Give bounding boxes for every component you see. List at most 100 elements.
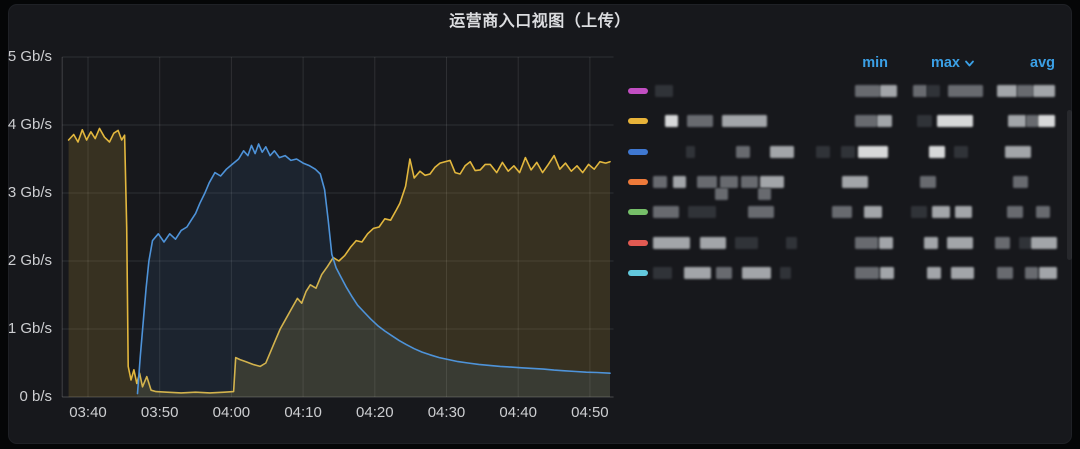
redacted-text [1038, 115, 1055, 128]
redacted-text [947, 236, 973, 249]
legend-scrollbar[interactable] [1067, 110, 1072, 260]
y-tick-label: 4 Gb/s [7, 116, 52, 133]
redacted-text [948, 85, 983, 97]
upload-blue-line [136, 143, 611, 395]
redacted-text [1025, 266, 1038, 279]
redacted-text [932, 206, 950, 219]
redacted-text [832, 206, 852, 219]
redacted-text [858, 145, 888, 158]
redacted-text [653, 175, 667, 188]
x-tick-label: 03:40 [69, 404, 107, 421]
redacted-text [1026, 115, 1038, 128]
redacted-text [877, 115, 892, 128]
redacted-text [864, 206, 882, 219]
redacted-text [736, 145, 750, 158]
x-tick-label: 03:50 [140, 404, 179, 421]
legend-header-max[interactable]: max [893, 54, 975, 72]
redacted-text [688, 206, 716, 219]
legend-header-max-label: max [930, 55, 960, 71]
y-tick-label: 1 Gb/s [7, 320, 52, 337]
x-tick-label: 04:30 [427, 404, 466, 421]
redacted-text [1031, 236, 1057, 249]
redacted-text [720, 175, 738, 188]
series-color-swatch[interactable] [628, 88, 648, 94]
legend-header-min-label: min [862, 55, 888, 71]
redacted-text [760, 175, 784, 188]
series-color-swatch[interactable] [628, 178, 648, 185]
sort-chevron-down-icon [965, 60, 974, 66]
redacted-text [1013, 175, 1028, 188]
plot-area[interactable] [58, 45, 618, 409]
redacted-text [955, 206, 972, 219]
y-tick-label: 0 b/s [19, 388, 52, 405]
upload-yellow-area [68, 128, 611, 397]
redacted-text [722, 115, 767, 128]
redacted-text [1017, 85, 1033, 97]
redacted-text [687, 115, 713, 128]
redacted-text [855, 85, 880, 97]
redacted-text [735, 236, 758, 249]
legend-header-avg[interactable]: avg [987, 54, 1055, 72]
redacted-text [716, 266, 732, 279]
redacted-text [951, 266, 974, 279]
redacted-text [855, 236, 878, 249]
redacted-text [841, 145, 855, 158]
redacted-text [997, 266, 1013, 279]
x-tick-label: 04:10 [284, 404, 322, 421]
legend-header-min[interactable]: min [820, 54, 888, 72]
redacted-text [1019, 236, 1031, 249]
redacted-text [924, 236, 938, 249]
redacted-text [1039, 266, 1057, 279]
redacted-text [855, 115, 877, 128]
y-tick-label: 2 Gb/s [7, 252, 52, 269]
redacted-text [927, 266, 941, 279]
redacted-text [842, 175, 868, 188]
redacted-text [673, 175, 686, 188]
series-color-swatch[interactable] [628, 148, 648, 155]
redacted-text [1005, 145, 1031, 158]
x-tick-label: 04:40 [499, 404, 537, 421]
series-color-swatch[interactable] [628, 239, 648, 246]
redacted-text [917, 115, 932, 128]
redacted-text [937, 115, 973, 128]
y-tick-label: 5 Gb/s [7, 48, 52, 65]
upload-blue-area [137, 144, 610, 397]
time-series-chart[interactable]: 0 b/s 1 Gb/s 2 Gb/s 3 Gb/s 4 Gb/s 5 Gb/s 03:4… [0, 0, 630, 449]
series-color-swatch[interactable] [628, 269, 648, 276]
redacted-text [741, 175, 758, 188]
redacted-text [697, 175, 717, 188]
redacted-text [715, 187, 728, 200]
redacted-text [920, 175, 936, 188]
redacted-text [665, 115, 678, 128]
redacted-text [927, 85, 940, 97]
redacted-text [655, 85, 673, 97]
redacted-text [1033, 85, 1055, 97]
redacted-text [880, 266, 894, 279]
series-color-swatch[interactable] [628, 118, 648, 125]
panel-title[interactable]: 运营商入口视图（上传） [449, 13, 631, 30]
redacted-text [1007, 206, 1023, 219]
redacted-text [653, 206, 679, 219]
redacted-text [786, 236, 797, 249]
redacted-text [770, 145, 794, 158]
legend-header-avg-label: avg [1030, 55, 1055, 71]
redacted-text [880, 85, 897, 97]
redacted-text [816, 145, 830, 158]
x-tick-label: 04:00 [212, 404, 251, 421]
y-tick-label: 3 Gb/s [7, 184, 52, 201]
redacted-text [686, 145, 695, 158]
redacted-text [913, 85, 927, 97]
redacted-text [653, 236, 690, 249]
redacted-text [653, 266, 672, 279]
redacted-text [742, 266, 771, 279]
redacted-text [997, 85, 1017, 97]
grafana-panel [8, 4, 1072, 444]
upload-yellow-line [67, 127, 611, 394]
redacted-text [758, 187, 771, 200]
redacted-text [929, 145, 945, 158]
redacted-text [748, 206, 774, 219]
redacted-text [879, 236, 893, 249]
series-color-swatch[interactable] [628, 209, 648, 216]
redacted-text [1008, 115, 1026, 128]
